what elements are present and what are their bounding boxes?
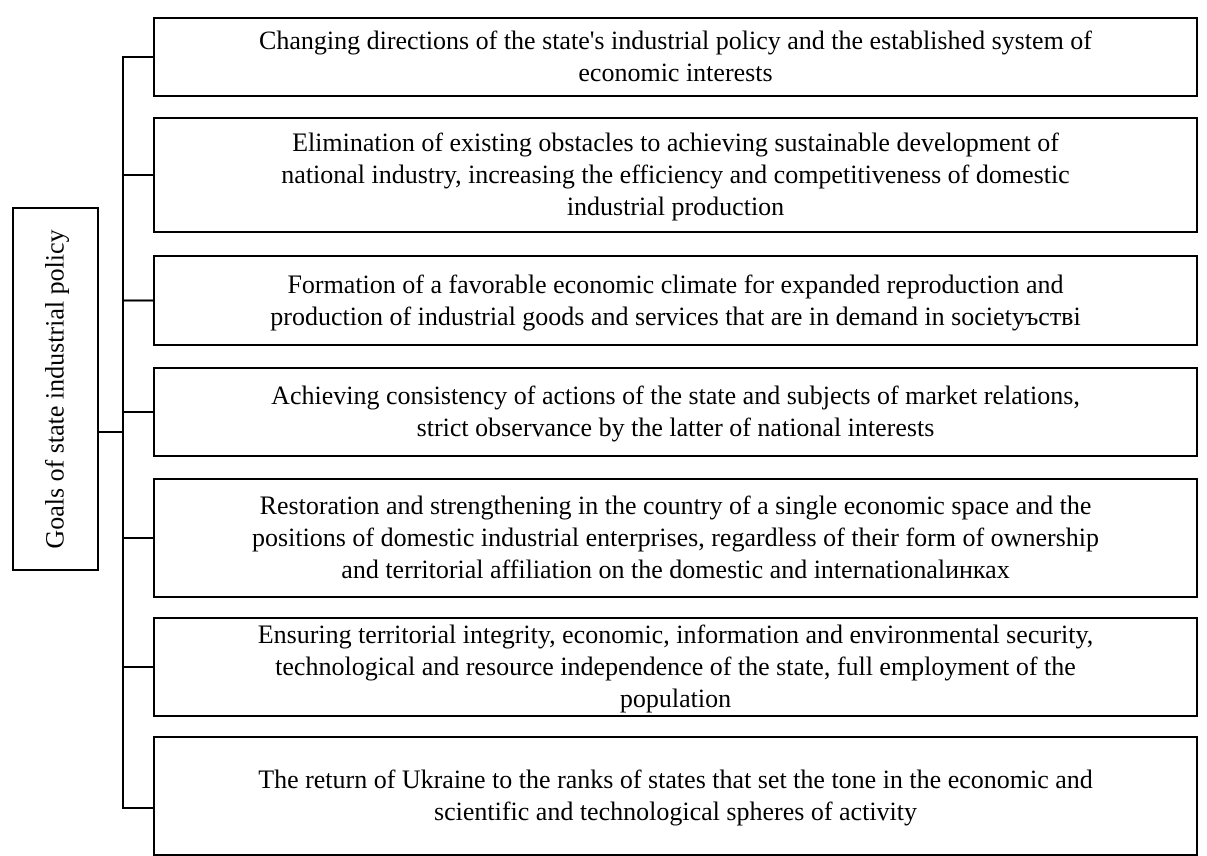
goal-box: Achieving consistency of actions of the … [153,367,1198,457]
goal-text: scientific and technological spheres of … [434,797,917,826]
goal-text: population [619,684,732,713]
goal-box: Ensuring territorial integrity, economic… [153,617,1198,717]
goal-text: strict observance by the latter of natio… [416,413,935,442]
root-box: Goals of state industrial policy [12,207,99,571]
goal-box: Elimination of existing obstacles to ach… [153,117,1198,233]
goal-text: industrial production [566,192,785,221]
goal-text: Restoration and strengthening in the cou… [259,491,1092,520]
goal-box: Changing directions of the state's indus… [153,17,1198,97]
goal-box: Formation of a favorable economic climat… [153,255,1198,346]
goal-text: Elimination of existing obstacles to ach… [292,128,1059,157]
goal-box: Restoration and strengthening in the cou… [153,478,1198,598]
goal-text: positions of domestic industrial enterpr… [252,523,1099,552]
goal-text: Achieving consistency of actions of the … [271,381,1080,410]
goal-text: Ensuring territorial integrity, economic… [257,620,1094,649]
goal-text: production of industrial goods and servi… [270,301,1081,331]
goal-text: The return of Ukraine to the ranks of st… [258,765,1093,794]
goal-text: and territorial affiliation on the domes… [341,555,1010,584]
root-label: Goals of state industrial policy [40,229,70,549]
goal-text: economic interests [578,58,773,87]
goal-text: Changing directions of the state's indus… [259,26,1092,55]
goal-text: Formation of a favorable economic climat… [287,269,1064,299]
goal-text: national industry, increasing the effici… [281,160,1070,189]
goal-text: technological and resource independence … [275,652,1076,681]
goal-box: The return of Ukraine to the ranks of st… [153,736,1198,856]
